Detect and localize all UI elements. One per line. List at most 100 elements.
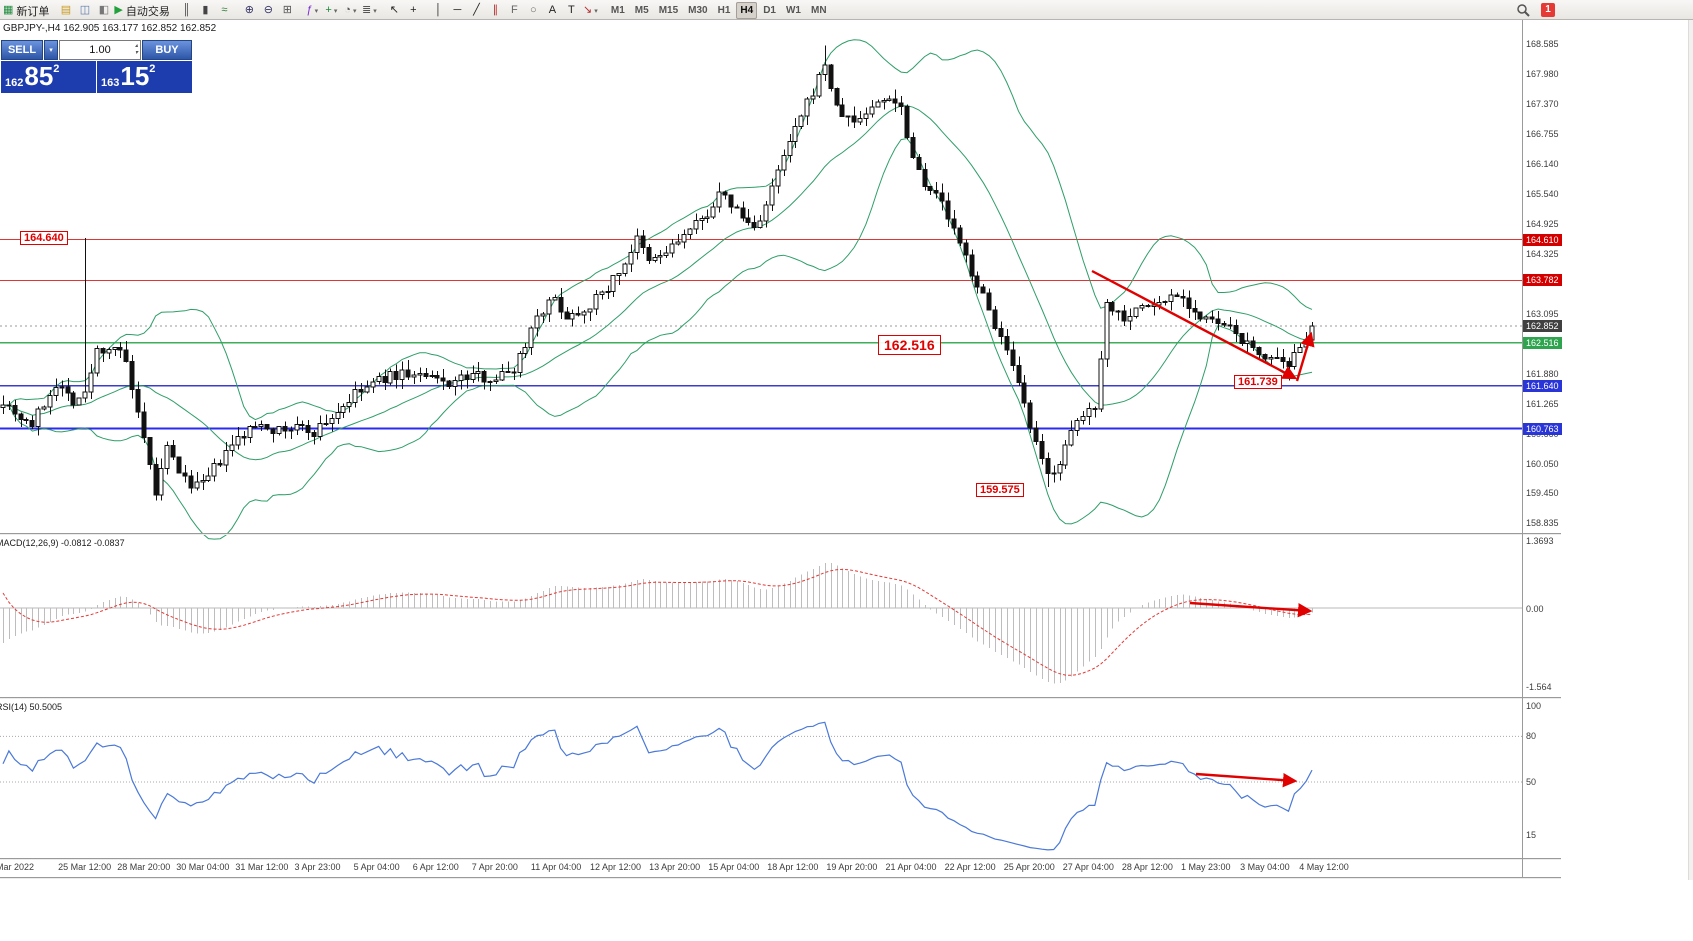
search-icon[interactable] bbox=[1516, 3, 1530, 17]
insert-object-button[interactable]: + ▾ bbox=[323, 2, 340, 19]
chevron-down-icon: ▾ bbox=[49, 47, 53, 54]
trend-arrows[interactable] bbox=[1091, 269, 1315, 788]
timeframe-mn[interactable]: MN bbox=[810, 5, 827, 16]
open-chart-button[interactable]: ▤ bbox=[57, 2, 74, 19]
line-chart-button[interactable]: ≈ bbox=[216, 2, 233, 19]
line-chart-icon: ≈ bbox=[221, 4, 228, 16]
timeframe-m15[interactable]: M15 bbox=[658, 5, 679, 16]
new-order-icon: ▦ bbox=[3, 4, 14, 16]
sell-price-pips: 85 bbox=[24, 61, 54, 91]
timeframe-w1[interactable]: W1 bbox=[785, 5, 801, 16]
price-annotation[interactable]: 164.640 bbox=[20, 231, 68, 245]
fibonacci-tool[interactable]: F bbox=[506, 2, 523, 19]
auto-trading-icon: ▶ bbox=[114, 4, 123, 16]
chevron-down-icon[interactable]: ▾ bbox=[333, 7, 338, 15]
chevron-down-icon[interactable]: ▾ bbox=[352, 7, 357, 15]
price-annotation[interactable]: 159.575 bbox=[976, 483, 1024, 497]
auto-trading-button[interactable]: ▶ 自动交易 bbox=[114, 2, 169, 19]
sell-button[interactable]: SELL bbox=[1, 40, 43, 60]
periods-icon: ◔ bbox=[344, 4, 351, 16]
zoom-in-icon: ⊕ bbox=[244, 4, 254, 16]
panel-separators[interactable] bbox=[0, 20, 1561, 879]
label-icon: T bbox=[568, 4, 575, 16]
arrows-tool[interactable]: ↘ ▾ bbox=[582, 2, 599, 19]
chevron-down-icon[interactable]: ▾ bbox=[373, 7, 377, 15]
price-annotation[interactable]: 162.516 bbox=[878, 335, 941, 355]
data-window-button[interactable]: ◧ bbox=[95, 2, 112, 19]
trade-panel-controls: SELL ▾ 1.00 ▴ ▾ BUY bbox=[1, 40, 192, 60]
right-scroll-strip[interactable] bbox=[1688, 20, 1693, 880]
open-chart-icon: ▤ bbox=[60, 4, 72, 16]
new-order-button-label: 新订单 bbox=[16, 5, 50, 18]
channel-tool[interactable]: ∥ bbox=[487, 2, 504, 19]
horizontal-line-icon: ─ bbox=[453, 4, 462, 16]
horizontal-level-lines[interactable] bbox=[0, 239, 1522, 430]
tile-windows-button[interactable]: ⊞ bbox=[279, 2, 296, 19]
macd-signal-line bbox=[2, 568, 1313, 676]
shapes-icon: ○ bbox=[530, 4, 537, 16]
chevron-down-icon[interactable]: ▾ bbox=[314, 7, 319, 15]
price-annotation[interactable]: 161.739 bbox=[1234, 375, 1282, 389]
data-window-icon: ◧ bbox=[98, 4, 110, 16]
tile-windows-icon: ⊞ bbox=[282, 4, 292, 16]
auto-trading-button-label: 自动交易 bbox=[125, 5, 170, 18]
sell-price-int: 162 bbox=[5, 77, 24, 89]
text-tool[interactable]: A bbox=[544, 2, 561, 19]
one-click-trading-panel: SELL ▾ 1.00 ▴ ▾ BUY 162 85 2 163 15 2 bbox=[1, 40, 192, 93]
chevron-down-icon[interactable]: ▾ bbox=[594, 7, 598, 15]
timeframe-m1[interactable]: M1 bbox=[610, 5, 625, 16]
buy-price[interactable]: 163 15 2 bbox=[97, 61, 192, 93]
templates-button[interactable]: ≣ ▾ bbox=[361, 2, 378, 19]
candlestick-chart-button[interactable]: ▮ bbox=[197, 2, 214, 19]
label-tool[interactable]: T bbox=[563, 2, 580, 19]
order-mode-dropdown[interactable]: ▾ bbox=[44, 40, 58, 60]
vertical-line-icon: │ bbox=[434, 4, 442, 16]
volume-value[interactable]: 1.00 bbox=[89, 44, 111, 56]
volume-input[interactable]: 1.00 ▴ ▾ bbox=[59, 40, 141, 60]
timeframe-m30[interactable]: M30 bbox=[688, 5, 708, 16]
profiles-button[interactable]: ◫ bbox=[76, 2, 93, 19]
volume-spinner[interactable]: ▴ ▾ bbox=[135, 42, 138, 58]
insert-object-icon: + bbox=[325, 4, 332, 16]
timeframe-d1[interactable]: D1 bbox=[763, 5, 776, 16]
shapes-tool[interactable]: ○ bbox=[525, 2, 542, 19]
toolbar-buttons: ▦ 新订单 ▤ ◫ ◧ ▶ 自动交易 ║ ▮ ≈ ⊕ ⊖ ⊞ ƒ ▾ + ▾ ◔ ▾ ≣ ▾ ↖ + │ ─ ╱ ∥ F ○ A T ↘ ▾ M1… bbox=[2, 0, 832, 19]
buy-price-int: 163 bbox=[101, 77, 120, 89]
bollinger-bands[interactable] bbox=[2, 39, 1313, 540]
vertical-line-tool[interactable]: │ bbox=[430, 2, 447, 19]
text-icon: A bbox=[548, 4, 557, 16]
crosshair-tool[interactable]: + bbox=[405, 2, 422, 19]
buy-price-sup: 2 bbox=[149, 63, 156, 75]
rsi-indicator-label: RSI(14) 50.5005 bbox=[0, 702, 63, 712]
timeframe-h4[interactable]: H4 bbox=[736, 2, 758, 19]
sell-price[interactable]: 162 85 2 bbox=[1, 61, 96, 93]
templates-icon: ≣ bbox=[362, 4, 372, 16]
new-order-button[interactable]: ▦ 新订单 bbox=[3, 2, 49, 19]
bar-chart-button[interactable]: ║ bbox=[178, 2, 195, 19]
periods-button[interactable]: ◔ ▾ bbox=[342, 2, 359, 19]
spinner-up-icon[interactable]: ▴ bbox=[134, 43, 138, 50]
timeframe-h1[interactable]: H1 bbox=[717, 5, 731, 16]
zoom-in-button[interactable]: ⊕ bbox=[241, 2, 258, 19]
indicators-icon: ƒ bbox=[306, 4, 313, 16]
buy-button[interactable]: BUY bbox=[142, 40, 192, 60]
trendline-tool[interactable]: ╱ bbox=[468, 2, 485, 19]
channel-icon: ∥ bbox=[492, 4, 499, 16]
indicators-button[interactable]: ƒ ▾ bbox=[304, 2, 321, 19]
crosshair-icon: + bbox=[410, 4, 417, 16]
cursor-tool[interactable]: ↖ bbox=[386, 2, 403, 19]
zoom-out-button[interactable]: ⊖ bbox=[260, 2, 277, 19]
timeframe-m5[interactable]: M5 bbox=[634, 5, 649, 16]
horizontal-line-tool[interactable]: ─ bbox=[449, 2, 466, 19]
trade-panel-prices: 162 85 2 163 15 2 bbox=[1, 61, 192, 93]
zoom-out-icon: ⊖ bbox=[263, 4, 273, 16]
notifications-badge[interactable]: 1 bbox=[1541, 3, 1555, 17]
spinner-down-icon[interactable]: ▾ bbox=[134, 50, 138, 56]
trendline-icon: ╱ bbox=[473, 4, 480, 16]
candlesticks bbox=[0, 45, 1315, 501]
macd-panel bbox=[0, 563, 1522, 684]
chart-title: GBPJPY-,H4 162.905 163.177 162.852 162.8… bbox=[3, 23, 217, 34]
profiles-icon: ◫ bbox=[79, 4, 91, 16]
buy-price-pips: 15 bbox=[120, 61, 150, 91]
